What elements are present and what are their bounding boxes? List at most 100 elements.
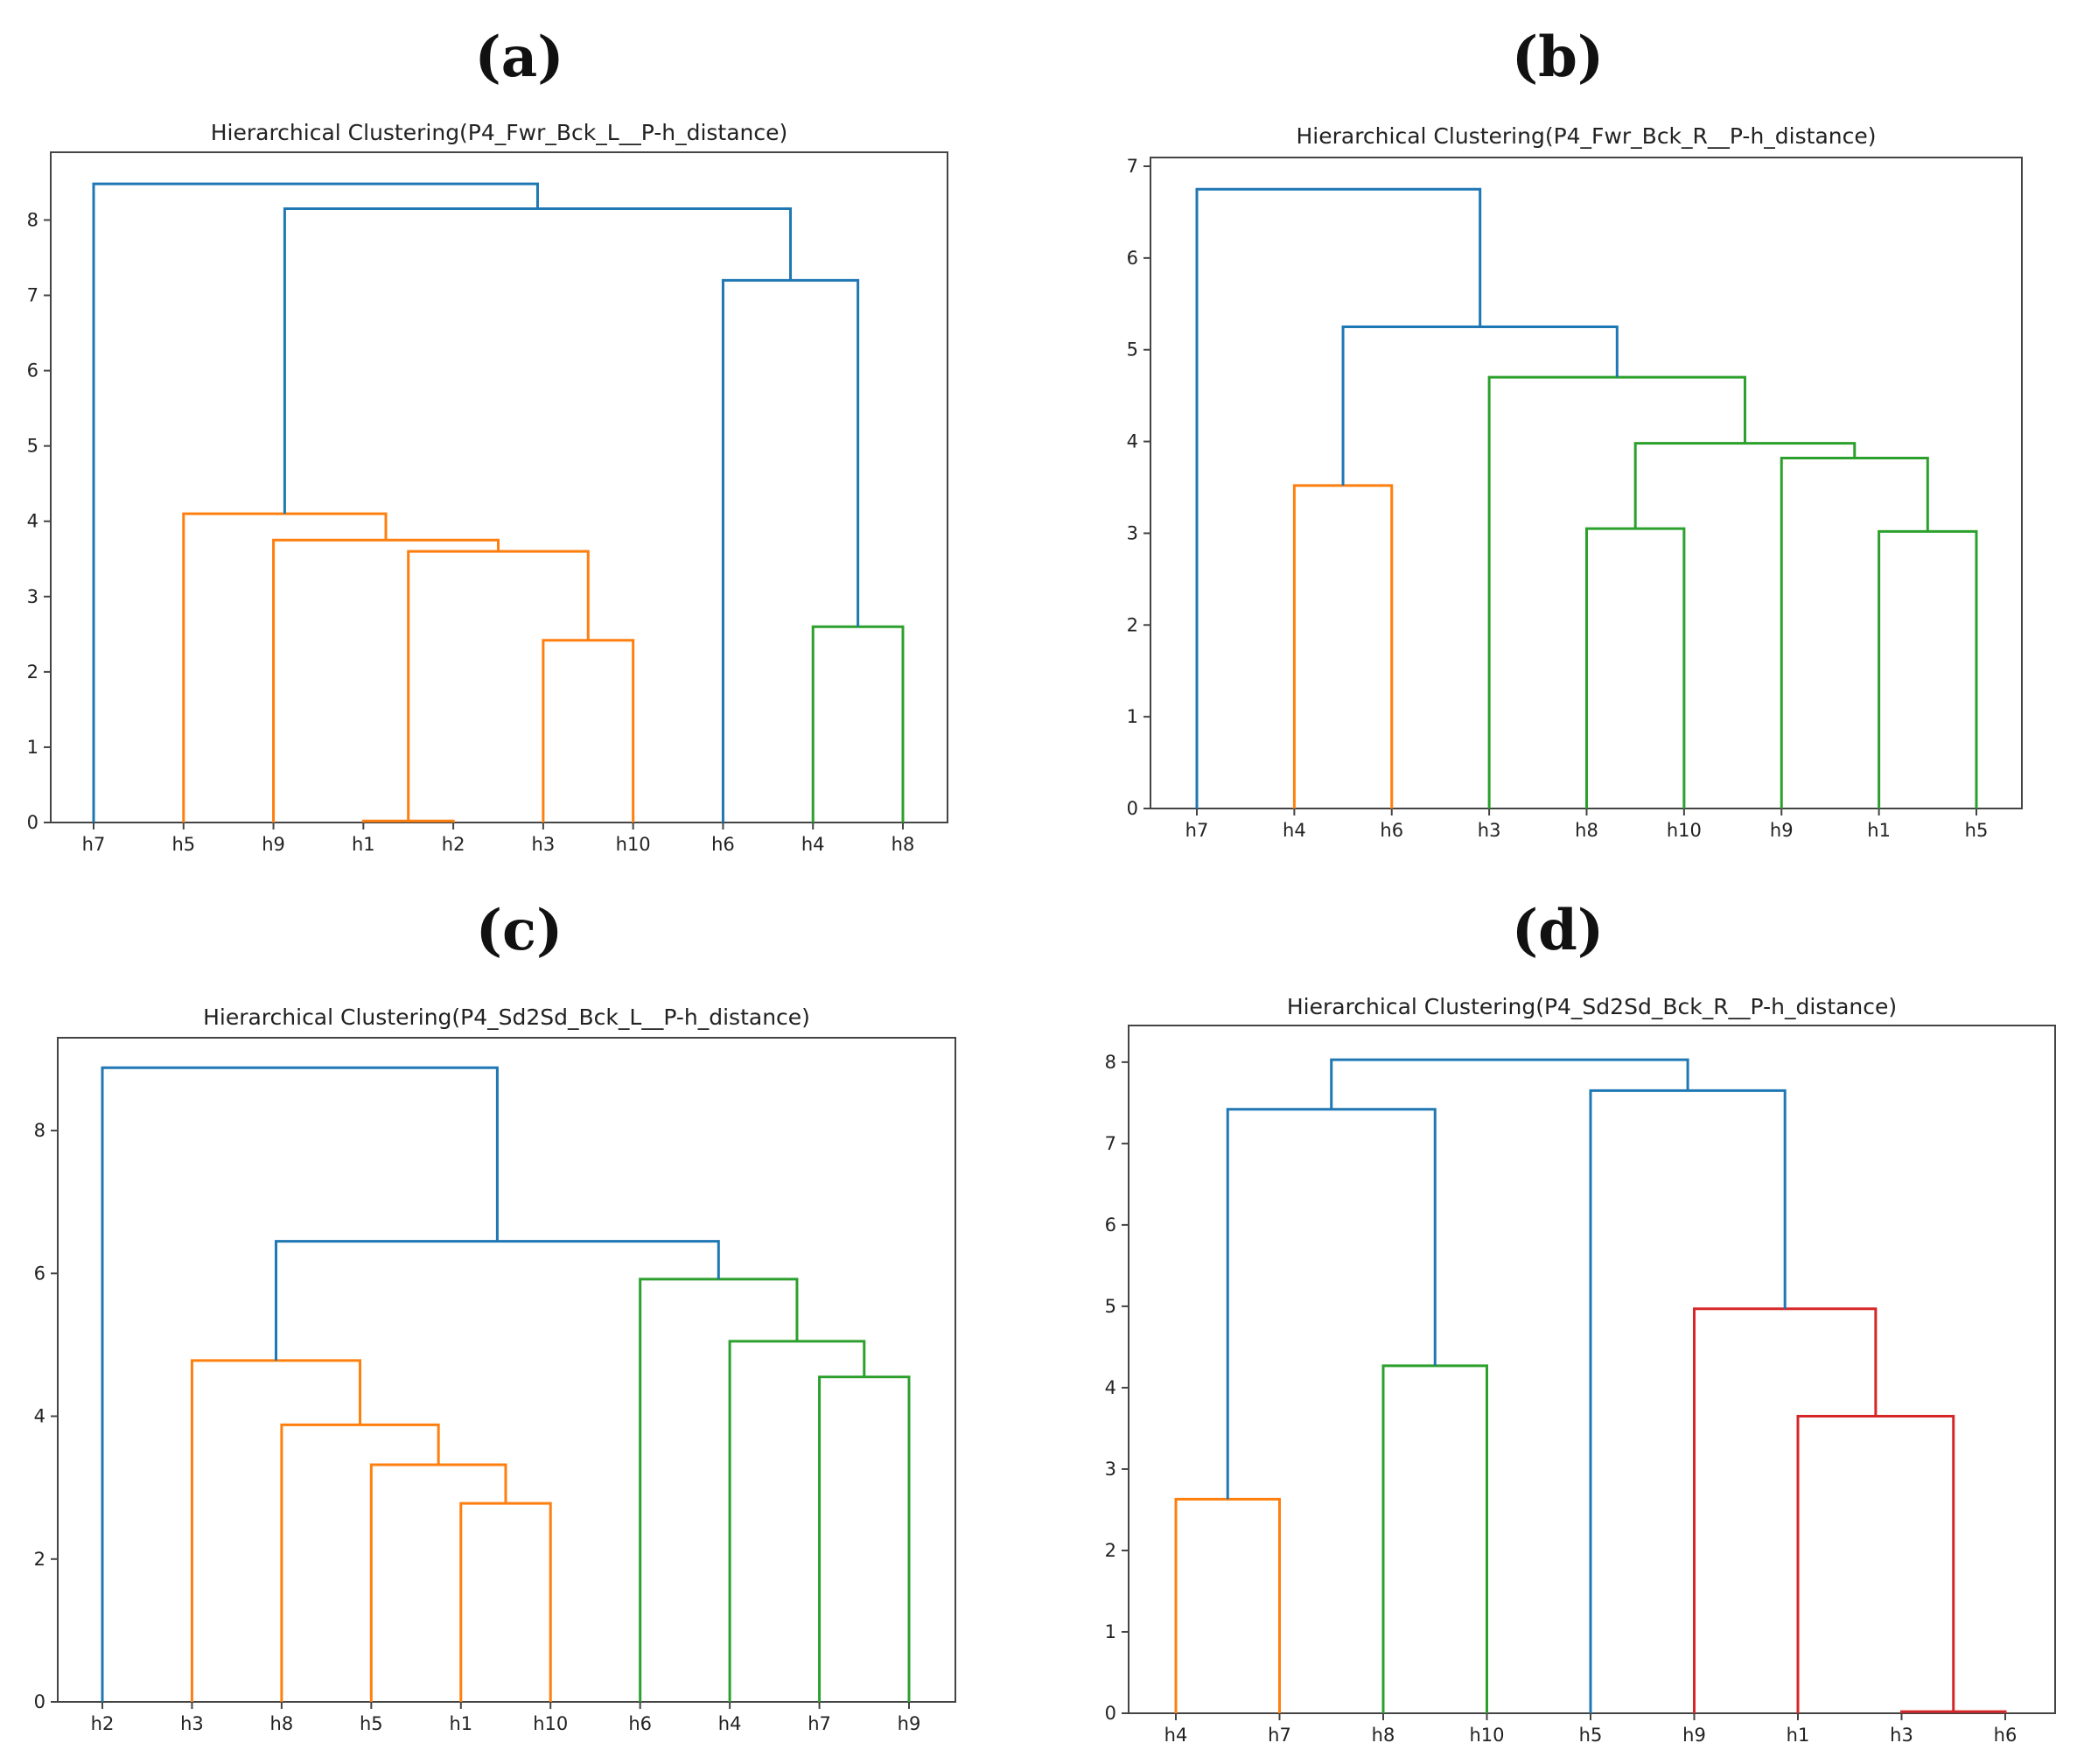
dendrogram-link: [1174, 1497, 1281, 1713]
leaf-label: h9: [1682, 1725, 1706, 1746]
y-tick-label: 1: [27, 737, 38, 758]
leaf-label: h8: [892, 834, 915, 855]
panel-label: (a): [474, 24, 564, 90]
panel-c: (c) Hierarchical Clustering(P4_Sd2Sd_Bck…: [0, 882, 1038, 1764]
dendrogram-link: [361, 819, 455, 822]
dendrogram-link: [190, 1359, 362, 1702]
leaf-label: h7: [82, 834, 106, 855]
dendrogram-link: [1195, 187, 1482, 808]
panel-label: (c): [475, 898, 563, 963]
dendrogram-chart: Hierarchical Clustering(P4_Sd2Sd_Bck_L__…: [34, 1004, 956, 1734]
leaf-label: h6: [1380, 820, 1403, 841]
dendrogram-link: [721, 278, 860, 822]
y-tick-label: 4: [1127, 431, 1138, 452]
dendrogram-link: [283, 207, 793, 514]
leaf-label: h6: [628, 1713, 652, 1734]
leaf-label: h6: [1994, 1725, 2018, 1746]
y-tick-label: 6: [34, 1263, 45, 1284]
dendrogram-link: [639, 1278, 799, 1702]
dendrogram-link: [542, 639, 635, 822]
leaf-label: h5: [1579, 1725, 1603, 1746]
y-tick-label: 0: [27, 812, 38, 833]
y-tick-label: 3: [27, 586, 38, 607]
y-tick-label: 6: [1127, 248, 1138, 269]
panel-label: (b): [1511, 24, 1605, 90]
dendrogram-link: [1589, 1088, 1787, 1713]
dendrogram-link: [1900, 1710, 2007, 1713]
leaf-label: h5: [171, 834, 195, 855]
dendrogram-chart: Hierarchical Clustering(P4_Sd2Sd_Bck_R__…: [1105, 994, 2056, 1746]
chart-title: Hierarchical Clustering(P4_Fwr_Bck_L__P-…: [211, 120, 788, 145]
dendrogram-link: [280, 1423, 440, 1702]
dendrogram-link: [1780, 456, 1929, 808]
leaf-label: h4: [1164, 1725, 1188, 1746]
y-tick-label: 8: [34, 1120, 45, 1141]
panel-a: (a) Hierarchical Clustering(P4_Fwr_Bck_L…: [0, 0, 1038, 882]
dendrogram-link: [369, 1463, 507, 1702]
leaf-label: h2: [91, 1713, 115, 1734]
y-tick-label: 8: [27, 209, 38, 230]
y-tick-label: 6: [27, 360, 38, 382]
plot-frame: [57, 1037, 956, 1703]
dendrogram-chart: Hierarchical Clustering(P4_Fwr_Bck_L__P-…: [27, 120, 948, 855]
y-tick-label: 7: [1127, 156, 1138, 177]
dendrogram-link: [459, 1502, 552, 1702]
leaf-label: h7: [1185, 820, 1209, 841]
panel-b: (b) Hierarchical Clustering(P4_Fwr_Bck_R…: [1038, 0, 2077, 882]
leaf-label: h8: [270, 1713, 294, 1734]
leaf-label: h3: [532, 834, 556, 855]
dendrogram-link: [1292, 484, 1394, 808]
dendrogram-chart: Hierarchical Clustering(P4_Fwr_Bck_R__P-…: [1127, 123, 2023, 841]
leaf-label: h3: [180, 1713, 204, 1734]
dendrogram-link: [1878, 529, 1978, 808]
leaf-label: h4: [801, 834, 825, 855]
dendrogram-link: [1330, 1058, 1689, 1110]
leaf-label: h1: [352, 834, 375, 855]
leaf-label: h7: [808, 1713, 831, 1734]
leaf-label: h8: [1575, 820, 1598, 841]
leaf-label: h3: [1890, 1725, 1913, 1746]
y-tick-label: 0: [1105, 1703, 1116, 1724]
leaf-label: h7: [1268, 1725, 1291, 1746]
leaf-label: h10: [1469, 1725, 1504, 1746]
dendrogram-link: [1633, 442, 1857, 529]
y-tick-label: 5: [1105, 1296, 1116, 1317]
leaf-label: h10: [533, 1713, 568, 1734]
y-tick-label: 2: [34, 1549, 45, 1570]
leaf-label: h4: [1283, 820, 1306, 841]
dendrogram-link: [1381, 1364, 1488, 1713]
dendrogram-link: [1487, 375, 1746, 808]
panel-d: (d) Hierarchical Clustering(P4_Sd2Sd_Bck…: [1038, 882, 2077, 1764]
y-tick-label: 5: [27, 436, 38, 457]
y-tick-label: 5: [1127, 340, 1138, 360]
leaf-label: h1: [449, 1713, 472, 1734]
y-tick-label: 8: [1105, 1052, 1116, 1073]
leaf-label: h9: [262, 834, 285, 855]
dendrogram-link: [1341, 326, 1619, 486]
chart-title: Hierarchical Clustering(P4_Sd2Sd_Bck_R__…: [1287, 994, 1897, 1019]
leaf-label: h1: [1867, 820, 1891, 841]
leaf-label: h2: [442, 834, 465, 855]
dendrogram-link: [1693, 1307, 1878, 1713]
y-tick-label: 7: [27, 285, 38, 306]
dendrogram-link: [407, 550, 590, 822]
leaf-label: h5: [1965, 820, 1989, 841]
y-tick-label: 1: [1105, 1621, 1116, 1642]
leaf-label: h4: [718, 1713, 742, 1734]
plot-frame: [50, 151, 948, 823]
chart-title: Hierarchical Clustering(P4_Fwr_Bck_R__P-…: [1296, 123, 1876, 149]
leaf-label: h1: [1787, 1725, 1810, 1746]
chart-title: Hierarchical Clustering(P4_Sd2Sd_Bck_L__…: [203, 1004, 810, 1030]
panel-label: (d): [1511, 898, 1605, 963]
dendrogram-link: [728, 1340, 866, 1702]
leaf-label: h9: [1770, 820, 1794, 841]
dendrogram-link: [1226, 1108, 1437, 1500]
y-tick-label: 4: [1105, 1377, 1116, 1398]
dendrogram-link: [811, 625, 905, 822]
leaf-label: h10: [1667, 820, 1702, 841]
y-tick-label: 0: [34, 1691, 45, 1712]
leaf-label: h6: [711, 834, 735, 855]
leaf-label: h9: [898, 1713, 921, 1734]
y-tick-label: 3: [1127, 522, 1138, 543]
y-tick-label: 4: [27, 511, 38, 532]
